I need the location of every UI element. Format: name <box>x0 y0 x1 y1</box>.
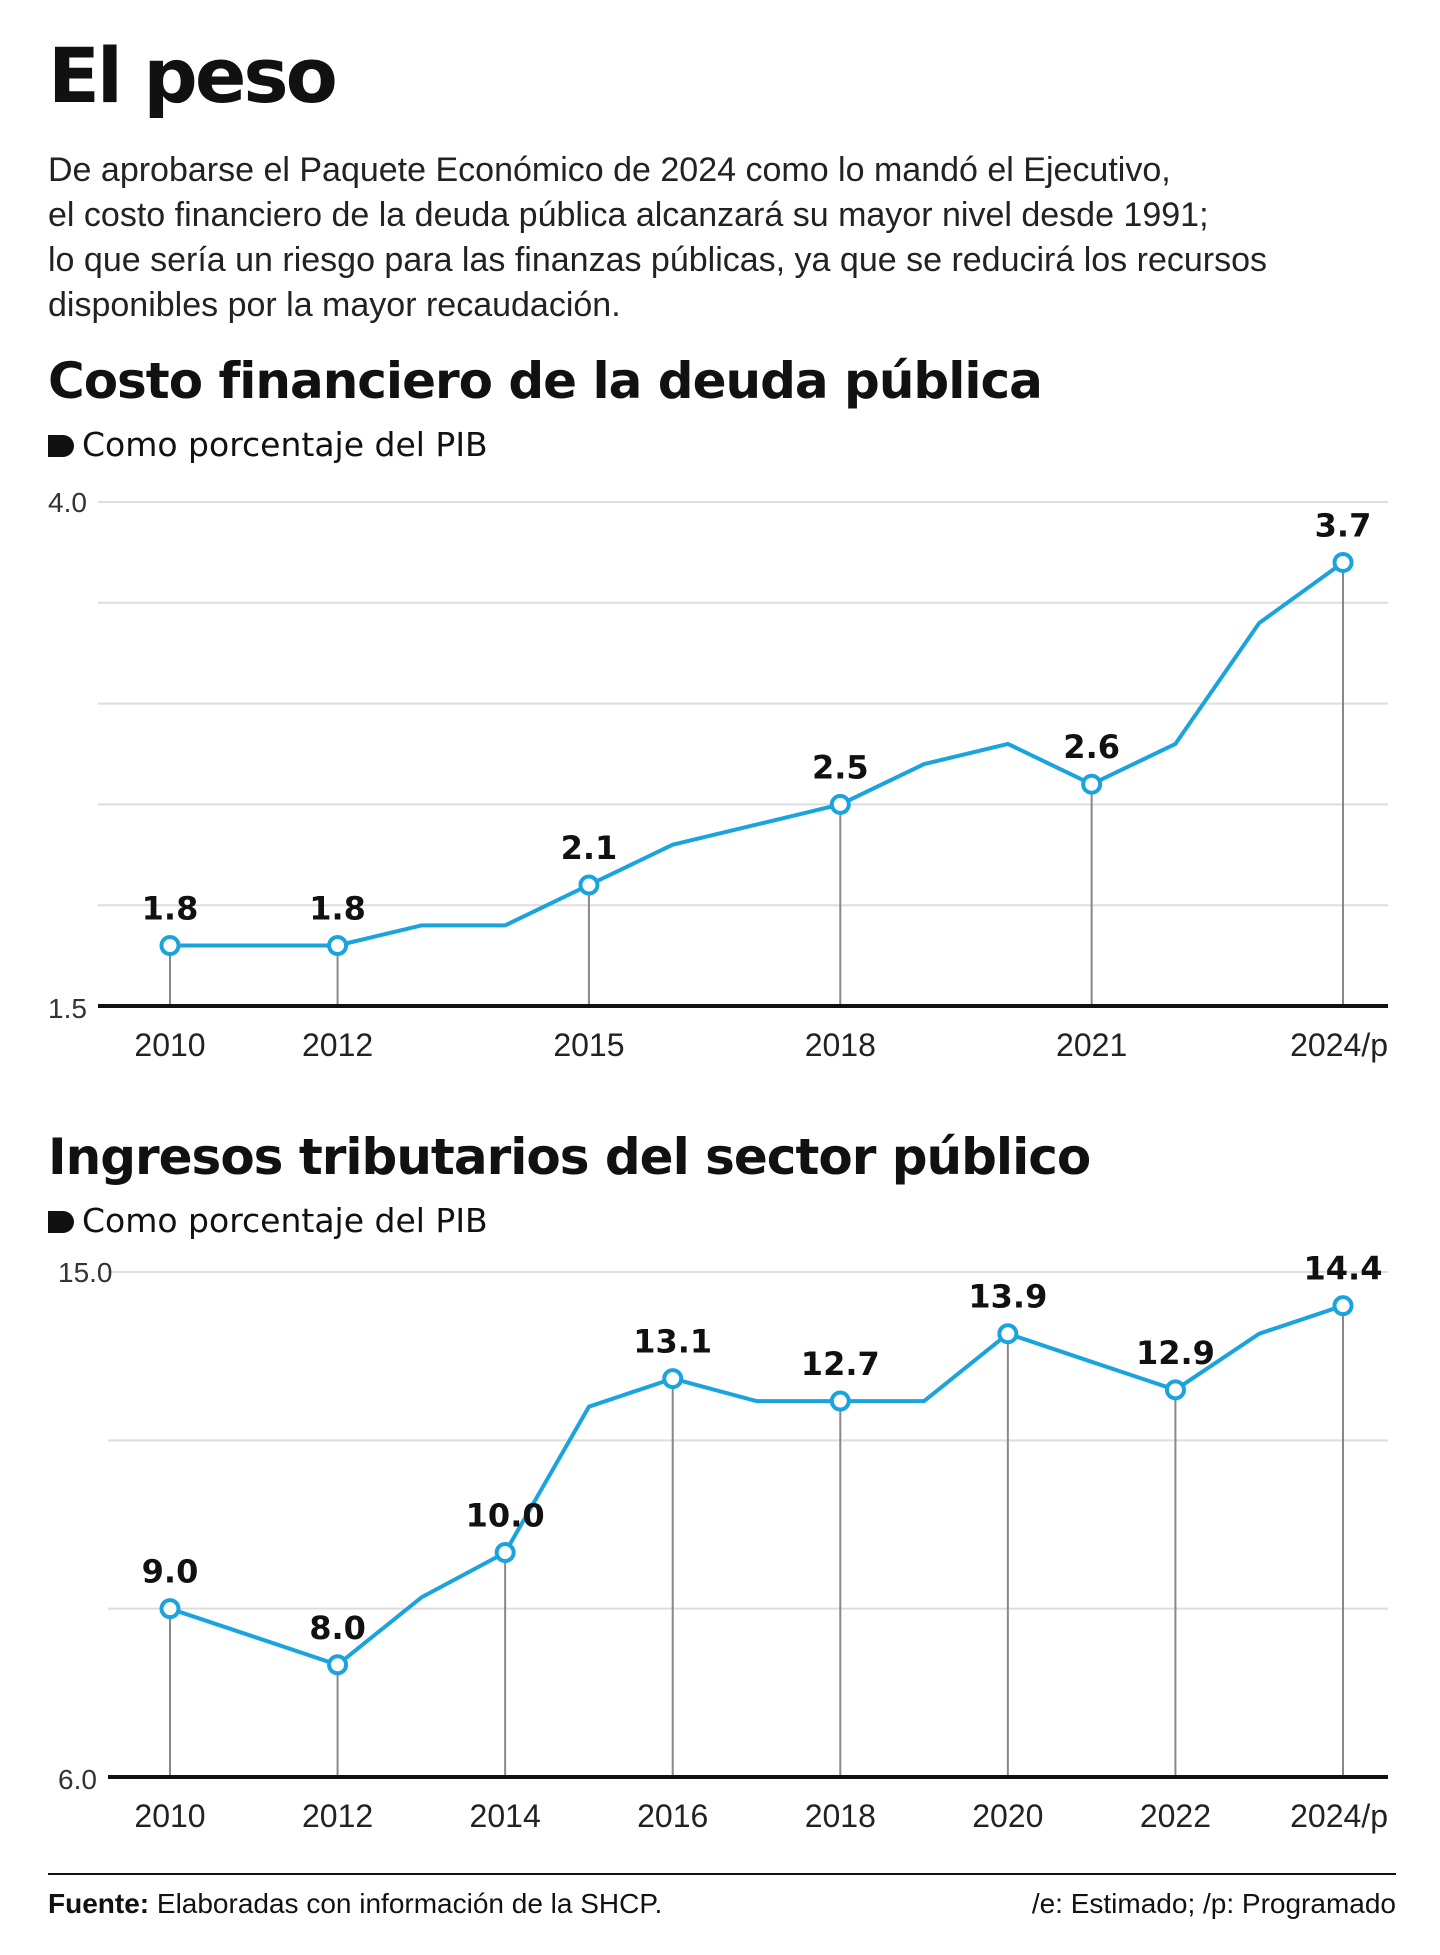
chart-title: Ingresos tributarios del sector público <box>48 1128 1091 1186</box>
source-text: Elaboradas con información de la SHCP. <box>156 1888 663 1919</box>
x-tick-label: 2012 <box>302 1027 373 1063</box>
x-tick-label: 2020 <box>972 1798 1043 1834</box>
intro-line: De aprobarse el Paquete Económico de 202… <box>48 151 1171 189</box>
data-label: 10.0 <box>466 1497 545 1535</box>
x-tick-label: 2024/p <box>1290 1798 1388 1834</box>
x-tick-label: 2010 <box>134 1027 205 1063</box>
x-tick-label: 2015 <box>553 1027 624 1063</box>
tax-revenue-chart: 15.0 6.0 9.0 8.0 10.0 13.1 12.7 13.9 12.9 14.4 201… <box>58 1250 1388 1834</box>
x-tick-label: 2022 <box>1140 1798 1211 1834</box>
data-label: 13.1 <box>633 1323 712 1361</box>
data-label: 13.9 <box>968 1278 1047 1316</box>
bullet-icon <box>48 1211 74 1233</box>
data-point <box>578 874 600 896</box>
data-label: 12.9 <box>1136 1334 1215 1372</box>
x-tick-label: 2010 <box>134 1798 205 1834</box>
data-label: 1.8 <box>309 890 366 928</box>
data-label: 3.7 <box>1315 506 1372 544</box>
data-point <box>159 1598 181 1620</box>
data-label: 1.8 <box>142 890 199 928</box>
data-label: 2.5 <box>812 748 869 786</box>
data-point <box>1081 773 1103 795</box>
data-label: 2.1 <box>561 829 618 867</box>
y-tick-label: 6.0 <box>58 1764 97 1795</box>
debt-cost-chart: 4.0 1.5 1.8 1.8 2.1 2.5 2.6 3.7 2010 2012 2015 2018… <box>48 487 1388 1063</box>
data-point <box>997 1323 1019 1345</box>
series-line <box>170 560 1345 948</box>
intro-text: De aprobarse el Paquete Económico de 202… <box>48 148 1408 328</box>
x-tick-label: 2014 <box>470 1798 541 1834</box>
chart-subtitle-text: Como porcentaje del PIB <box>82 1201 488 1240</box>
x-tick-label: 2024/p <box>1290 1027 1388 1063</box>
x-tick-label: 2016 <box>637 1798 708 1834</box>
data-label: 9.0 <box>142 1553 199 1591</box>
source-note: Fuente: Elaboradas con información de la… <box>48 1888 662 1920</box>
x-tick-label: 2018 <box>805 1027 876 1063</box>
data-point <box>662 1368 684 1390</box>
chart-title: Costo financiero de la deuda pública <box>48 352 1043 410</box>
data-label: 14.4 <box>1304 1250 1383 1288</box>
data-point <box>159 935 181 957</box>
headline: El peso <box>48 31 338 120</box>
data-point <box>829 1390 851 1412</box>
intro-line: lo que sería un riesgo para las finanzas… <box>48 241 1268 279</box>
footer-divider <box>48 1873 1396 1875</box>
data-point <box>829 793 851 815</box>
data-point <box>1164 1379 1186 1401</box>
chart-subtitle-text: Como porcentaje del PIB <box>82 425 488 464</box>
data-label: 2.6 <box>1063 728 1120 766</box>
data-label: 8.0 <box>309 1609 366 1647</box>
intro-line: el costo financiero de la deuda pública … <box>48 196 1209 234</box>
chart-subtitle: Como porcentaje del PIB <box>48 1204 488 1237</box>
x-tick-label: 2021 <box>1056 1027 1127 1063</box>
data-point <box>327 1654 349 1676</box>
data-point <box>1332 1295 1354 1317</box>
y-tick-label: 4.0 <box>48 487 87 518</box>
x-tick-label: 2012 <box>302 1798 373 1834</box>
data-point <box>327 935 349 957</box>
x-tick-label: 2018 <box>805 1798 876 1834</box>
y-tick-label: 15.0 <box>58 1257 113 1288</box>
chart-subtitle: Como porcentaje del PIB <box>48 428 488 461</box>
bullet-icon <box>48 435 74 457</box>
data-point <box>494 1542 516 1564</box>
data-point <box>1332 551 1354 573</box>
footnotes: /e: Estimado; /p: Programado <box>1031 1888 1396 1919</box>
data-label: 12.7 <box>801 1345 880 1383</box>
intro-line: disponibles por la mayor recaudación. <box>48 286 621 324</box>
y-tick-label: 1.5 <box>48 993 87 1024</box>
source-label: Fuente: <box>48 1888 150 1919</box>
series-line <box>169 1303 1344 1667</box>
